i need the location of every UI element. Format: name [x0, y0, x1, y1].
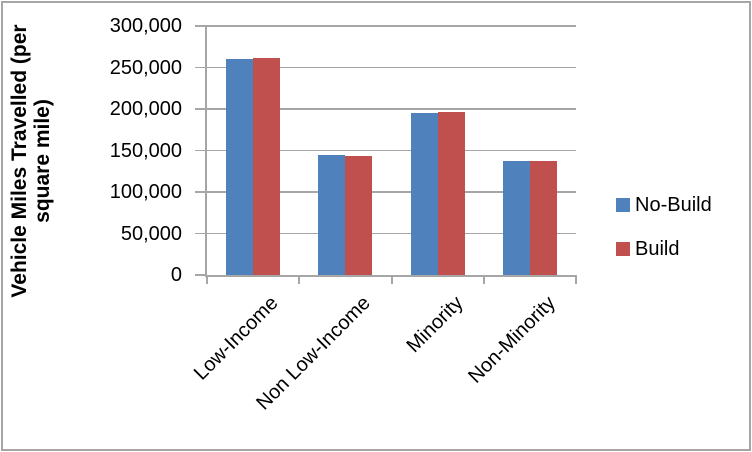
x-axis-tick-4 — [575, 275, 577, 284]
y-tick-label-250-000: 250,000 — [109, 56, 182, 79]
y-axis-line — [205, 26, 207, 275]
y-axis-tick-100-000 — [195, 191, 207, 193]
category-label-low-income: Low-Income — [190, 292, 283, 385]
bar-no-build-low-income — [226, 59, 254, 275]
y-axis-title-line1: Vehicle Miles Travelled (per — [8, 24, 31, 298]
gridline-200-000 — [207, 108, 576, 110]
legend-swatch-build — [616, 242, 630, 256]
legend-label-build: Build — [635, 238, 680, 260]
bar-build-minority — [437, 111, 465, 275]
x-axis-tick-2 — [390, 275, 393, 284]
y-axis-title-line2: square mile) — [31, 99, 54, 223]
x-axis-tick-1 — [298, 275, 301, 284]
y-axis-tick-300-000 — [195, 25, 207, 27]
legend-swatch-no-build — [616, 198, 630, 212]
bar-build-low-income — [253, 57, 281, 275]
category-label-minority: Minority — [402, 292, 468, 358]
y-axis-tick-250-000 — [195, 66, 207, 69]
y-axis-tick-150-000 — [195, 149, 207, 152]
gridline-100-000 — [207, 191, 576, 193]
y-tick-label-300-000: 300,000 — [109, 15, 182, 37]
y-tick-label-0: 0 — [170, 264, 182, 286]
x-axis-tick-0 — [206, 275, 208, 284]
y-tick-label-200-000: 200,000 — [109, 98, 182, 120]
gridline-150-000 — [207, 149, 576, 152]
bar-no-build-non-low-income — [318, 155, 346, 275]
y-axis-tick-50-000 — [195, 232, 207, 235]
bar-no-build-minority — [410, 113, 438, 275]
y-axis-tick-0 — [195, 274, 207, 276]
gridline-300-000 — [207, 25, 576, 27]
bar-build-non-minority — [529, 160, 557, 275]
bar-build-non-low-income — [345, 155, 373, 275]
gridline-50-000 — [207, 232, 576, 235]
y-axis-title: Vehicle Miles Travelled (per square mile… — [8, 1, 54, 321]
y-axis-tick-200-000 — [195, 108, 207, 110]
category-label-non-minority: Non-Minority — [463, 292, 560, 388]
legend-label-no-build: No-Build — [635, 194, 712, 216]
bar-no-build-non-minority — [502, 160, 530, 275]
y-tick-label-150-000: 150,000 — [109, 139, 182, 162]
y-tick-label-50-000: 50,000 — [120, 222, 182, 245]
x-axis-tick-3 — [482, 275, 485, 284]
gridline-250-000 — [207, 66, 576, 69]
y-tick-label-100-000: 100,000 — [109, 181, 182, 203]
